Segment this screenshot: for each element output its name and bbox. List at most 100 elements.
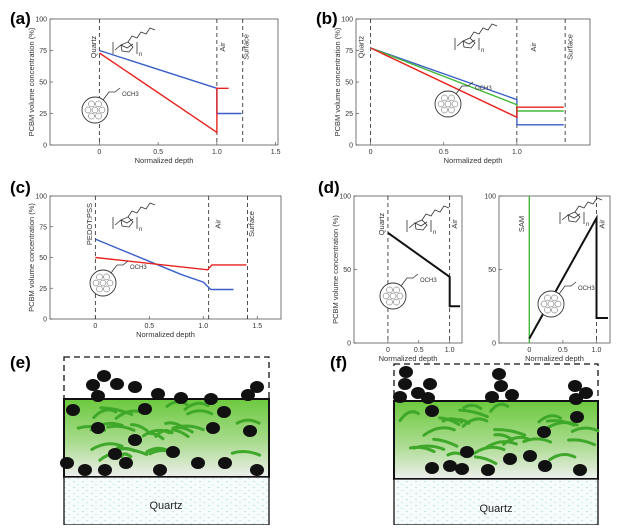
region-label: Surface xyxy=(242,34,251,60)
pcbm-particle xyxy=(579,387,593,399)
polymer-fiber xyxy=(235,418,261,425)
series-line-black xyxy=(528,214,608,340)
polymer-fiber xyxy=(570,426,600,433)
region-label: PEDOT:PSS xyxy=(85,203,94,245)
x-tick-label: 1.0 xyxy=(445,347,455,354)
pcbm-structure: OCH3 xyxy=(81,87,139,124)
polymer-fiber xyxy=(130,423,149,433)
pcbm-particle xyxy=(443,460,457,472)
series-line-blue xyxy=(95,238,234,291)
pcbm-particle xyxy=(537,426,551,438)
x-tick-label: 0 xyxy=(386,347,390,354)
x-tick-label: 0.5 xyxy=(439,149,449,156)
polymer-fiber xyxy=(493,433,514,442)
chart-panel-d-right: 0 50 100 0 0.5 1.0 Normalized depth SAM Air xyxy=(484,194,611,363)
pcbm-particle xyxy=(138,403,152,415)
series-line-green xyxy=(370,47,564,112)
polymer-fiber xyxy=(546,421,579,430)
y-tick-label: 75 xyxy=(345,48,353,55)
methoxy-label: OCH3 xyxy=(122,92,139,98)
pcbm-particle xyxy=(425,405,439,417)
x-tick-label: 0 xyxy=(369,149,373,156)
polymer-repeat-n: n xyxy=(139,52,142,58)
pcbm-particle xyxy=(569,393,583,405)
x-tick-label: 0.5 xyxy=(558,347,568,354)
pcbm-particle xyxy=(481,464,495,476)
panel-label-a: (a) xyxy=(10,9,31,28)
methoxy-label: OCH3 xyxy=(578,286,595,292)
panel-label-e: (e) xyxy=(10,353,31,372)
pcbm-particle xyxy=(60,457,74,469)
chart-panel-d-left: 0 50 100 0 0.5 1.0 Normalized depth PCBM volume… xyxy=(331,194,463,363)
pcbm-particles-e xyxy=(60,370,264,476)
pcbm-structure: OCH3 xyxy=(89,260,147,297)
polymer-fiber xyxy=(458,408,489,419)
x-axis-label: Normalized depth xyxy=(525,354,584,363)
pcbm-particle xyxy=(421,392,435,404)
polymer-repeat-n: n xyxy=(139,227,142,233)
x-tick-label: 0.5 xyxy=(144,323,154,330)
x-tick-label: 0 xyxy=(93,323,97,330)
pcbm-particle xyxy=(538,460,552,472)
polythiophene-structure: n xyxy=(454,23,498,54)
y-tick-label: 50 xyxy=(343,267,351,274)
x-tick-label: 0.5 xyxy=(153,149,163,156)
pcbm-particle xyxy=(505,389,519,401)
polythiophene-structure: n xyxy=(112,27,156,58)
y-tick-label: 100 xyxy=(35,194,47,201)
pcbm-structure: OCH3 xyxy=(434,81,492,118)
series-line-black xyxy=(387,231,461,308)
y-tick-label: 25 xyxy=(345,111,353,118)
polymer-fiber xyxy=(106,424,136,432)
pcbm-particle xyxy=(166,446,180,458)
x-tick-label: 1.5 xyxy=(252,323,262,330)
schematic-e: Quartz xyxy=(60,356,270,526)
pcbm-particle xyxy=(503,453,517,465)
pcbm-particle xyxy=(119,457,133,469)
polymer-fiber xyxy=(183,401,210,411)
pcbm-particle xyxy=(91,390,105,402)
polymer-fiber xyxy=(186,409,214,416)
pcbm-particle xyxy=(243,425,257,437)
methoxy-label: OCH3 xyxy=(420,278,437,284)
y-tick-label: 50 xyxy=(39,255,47,262)
x-tick-label: 1.5 xyxy=(271,149,281,156)
substrate-label-f: Quartz xyxy=(479,503,512,515)
pcbm-particle xyxy=(97,370,111,382)
pcbm-particle xyxy=(206,422,220,434)
y-tick-label: 100 xyxy=(35,17,47,24)
pcbm-particle xyxy=(108,448,122,460)
polymer-repeat-n: n xyxy=(481,48,484,54)
x-tick-label: 1.0 xyxy=(592,347,602,354)
series-line-blue xyxy=(99,49,242,115)
pcbm-particle xyxy=(485,391,499,403)
polymer-fiber xyxy=(432,437,459,448)
y-tick-label: 100 xyxy=(341,17,353,24)
y-tick-label: 0 xyxy=(492,341,496,348)
pcbm-particle xyxy=(153,464,167,476)
x-tick-label: 1.0 xyxy=(512,149,522,156)
region-label: Air xyxy=(218,42,227,52)
polymer-fiber xyxy=(398,410,420,423)
pcbm-particle xyxy=(110,378,124,390)
x-axis-label: Normalized depth xyxy=(379,354,438,363)
polymer-fiber xyxy=(522,437,553,444)
y-tick-label: 50 xyxy=(39,80,47,87)
y-tick-label: 0 xyxy=(43,317,47,324)
region-label: Air xyxy=(214,219,223,229)
pcbm-particle xyxy=(455,463,469,475)
pcbm-particle xyxy=(423,378,437,390)
substrate-label-e: Quartz xyxy=(149,500,182,512)
x-tick-label: 0 xyxy=(97,149,101,156)
pcbm-particle xyxy=(250,464,264,476)
x-axis-label: Normalized depth xyxy=(135,156,194,165)
y-tick-label: 100 xyxy=(484,194,496,201)
polymer-fiber xyxy=(92,408,118,420)
pcbm-particle xyxy=(573,464,587,476)
polymer-fiber xyxy=(461,417,489,428)
polymer-fiber xyxy=(493,428,527,437)
plot-frame xyxy=(498,195,611,344)
pcbm-particle xyxy=(492,368,506,380)
polymer-fiber xyxy=(548,453,577,462)
